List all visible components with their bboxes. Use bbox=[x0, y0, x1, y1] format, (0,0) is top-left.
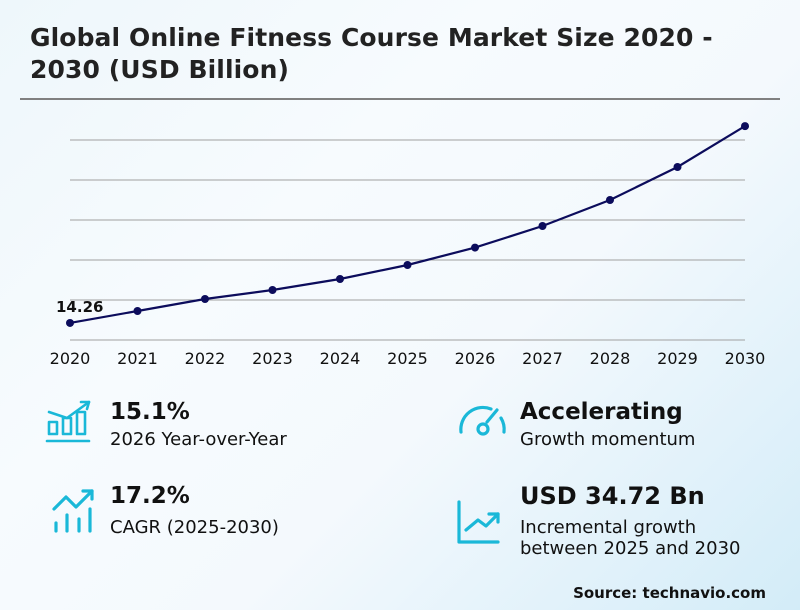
data-point bbox=[133, 307, 142, 315]
x-axis-label: 2027 bbox=[522, 349, 563, 368]
kpi-incremental: USD 34.72 Bn Incremental growth between … bbox=[520, 482, 740, 559]
data-point bbox=[201, 295, 209, 303]
data-point bbox=[741, 122, 749, 131]
series-line bbox=[69, 125, 746, 325]
x-axis-label: 2026 bbox=[455, 349, 496, 368]
trend-up-bars-icon bbox=[52, 489, 94, 533]
x-axis-label: 2030 bbox=[725, 349, 766, 368]
data-point bbox=[471, 243, 479, 252]
kpi-momentum-label: Growth momentum bbox=[520, 429, 696, 450]
gridlines bbox=[70, 139, 745, 341]
x-axis-label: 2022 bbox=[185, 349, 226, 368]
speedometer-icon bbox=[459, 405, 506, 436]
data-points bbox=[66, 122, 749, 327]
kpi-cagr-label: CAGR (2025-2030) bbox=[110, 517, 279, 538]
data-point bbox=[268, 286, 277, 294]
kpi-incremental-label-2: between 2025 and 2030 bbox=[520, 538, 741, 559]
data-point bbox=[538, 222, 547, 230]
line-chart-up-icon bbox=[457, 500, 500, 544]
kpi-yoy: 15.1% 2026 Year-over-Year bbox=[110, 398, 287, 450]
line-chart: 2020 2021 2022 2023 2024 2025 2026 2027 2028 2029… bbox=[50, 122, 766, 368]
data-point bbox=[336, 275, 344, 283]
kpi-incremental-value: USD 34.72 Bn bbox=[520, 482, 705, 510]
data-point bbox=[66, 318, 74, 327]
data-point bbox=[673, 163, 682, 171]
title-divider bbox=[20, 98, 780, 100]
kpi-momentum-value: Accelerating bbox=[520, 399, 683, 425]
x-axis-label: 2023 bbox=[252, 349, 293, 368]
kpi-yoy-label: 2026 Year-over-Year bbox=[110, 429, 287, 450]
source-credit: Source: technavio.com bbox=[573, 584, 766, 602]
chart-title: Global Online Fitness Course Market Size… bbox=[30, 23, 713, 84]
x-axis-label: 2029 bbox=[657, 349, 698, 368]
kpi-yoy-value: 15.1% bbox=[110, 399, 190, 425]
data-point bbox=[606, 196, 614, 204]
x-axis-label: 2020 bbox=[50, 349, 91, 368]
data-label-2020: 14.26 bbox=[56, 298, 103, 316]
kpi-cagr: 17.2% CAGR (2025-2030) bbox=[110, 482, 279, 538]
x-axis-label: 2021 bbox=[117, 349, 158, 368]
kpi-incremental-label-1: Incremental growth bbox=[520, 517, 697, 538]
x-axis-label: 2028 bbox=[590, 349, 631, 368]
data-point bbox=[403, 261, 412, 269]
kpi-cagr-value: 17.2% bbox=[110, 483, 190, 509]
x-axis-labels: 2020 2021 2022 2023 2024 2025 2026 2027 2028 2029… bbox=[50, 349, 766, 368]
x-axis-label: 2025 bbox=[387, 349, 428, 368]
x-axis-label: 2024 bbox=[320, 349, 361, 368]
bar-chart-growth-icon bbox=[45, 400, 91, 443]
kpi-momentum: Accelerating Growth momentum bbox=[520, 398, 695, 450]
